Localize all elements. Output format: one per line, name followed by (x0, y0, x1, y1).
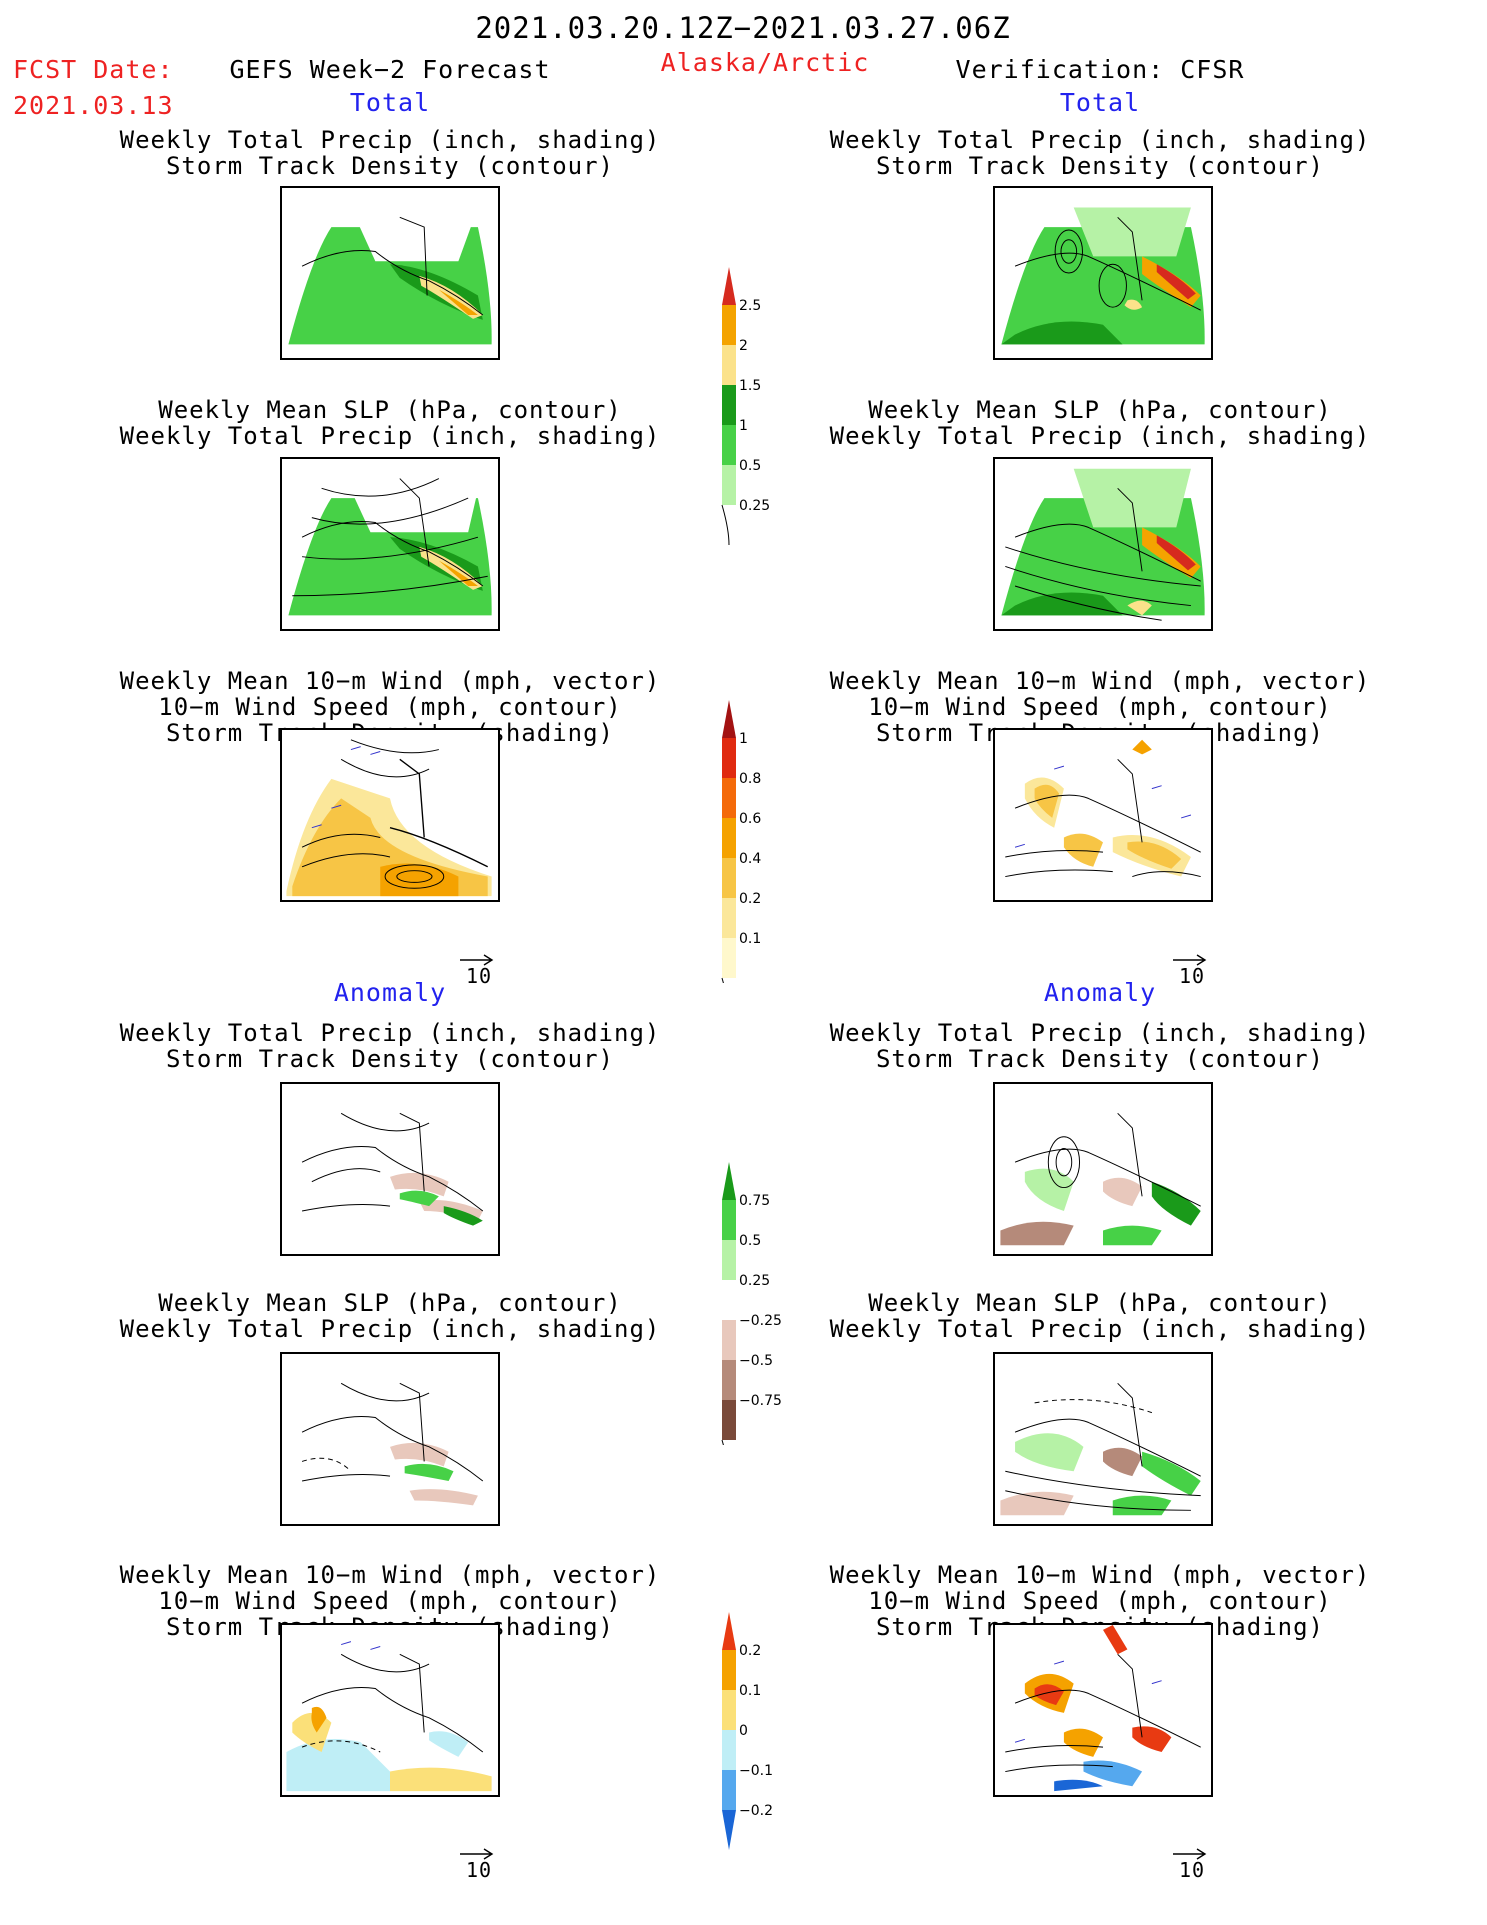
fcst-date-value: 2021.03.13 (13, 91, 174, 120)
map-anomaly-slp-cfsr (993, 1352, 1213, 1526)
colorbar-segment (722, 345, 736, 385)
reference-vector-label: 10 (1179, 964, 1206, 988)
panel-title: Weekly Mean SLP (hPa, contour) Weekly Tot… (829, 396, 1371, 450)
colorbar-segment (722, 778, 736, 818)
colorbar-tail (721, 977, 724, 983)
colorbar-anomaly-storm-density: 0.2 0.1 0 −0.1 −0.2 (722, 1612, 773, 1850)
colorbar-segment (722, 858, 736, 898)
colorbar-segment (722, 1162, 736, 1200)
colorbar-tick-label: 2 (739, 338, 748, 354)
colorbar-tick-label: 0.4 (739, 851, 761, 867)
map-total-precip-cfsr (993, 186, 1213, 360)
reference-vector-label: 10 (466, 964, 493, 988)
map-anomaly-slp-gefs (280, 1352, 500, 1526)
reference-vector-label: 10 (1179, 1858, 1206, 1882)
colorbar-segment (722, 1400, 736, 1440)
colorbar-segment (722, 898, 736, 938)
panel-title: Weekly Mean SLP (hPa, contour) Weekly Tot… (119, 1289, 661, 1343)
map-total-wind-cfsr (993, 728, 1213, 902)
colorbar-segment (722, 1200, 736, 1240)
colorbar-segment (722, 1320, 736, 1360)
panel-title: Weekly Total Precip (inch, shading) Storm… (119, 1019, 661, 1073)
map-anomaly-wind-gefs (280, 1623, 500, 1797)
colorbar-tick-label: −0.25 (739, 1313, 782, 1329)
colorbar-tick-label: 2.5 (739, 298, 761, 314)
colorbar-segment (722, 1612, 736, 1650)
panel-title: Weekly Total Precip (inch, shading) Storm… (829, 1019, 1371, 1073)
colorbar-tick-label: −0.5 (739, 1353, 773, 1369)
colorbar-tail (721, 1439, 724, 1445)
panel-title: Weekly Mean SLP (hPa, contour) Weekly Tot… (829, 1289, 1371, 1343)
region-title: Alaska/Arctic (660, 48, 870, 77)
date-range-title: 2021.03.20.12Z−2021.03.27.06Z (475, 11, 1011, 45)
colorbar-tick-label: 0 (739, 1723, 748, 1739)
colorbar-segment (722, 1650, 736, 1690)
colorbar-segment (722, 465, 736, 505)
colorbar-tick-label: 0.75 (739, 1193, 770, 1209)
reference-vector-arrow (1169, 953, 1229, 993)
colorbar-tick-label: 0.1 (739, 1683, 761, 1699)
colorbar-segment (722, 1810, 736, 1850)
colorbar-tick-label: 0.5 (739, 1233, 761, 1249)
colorbar-segment (722, 267, 736, 305)
colorbar-segment (722, 305, 736, 345)
map-total-wind-gefs (280, 728, 500, 902)
colorbar-tick-label: 0.1 (739, 931, 761, 947)
map-anomaly-wind-cfsr (993, 1623, 1213, 1797)
colorbar-tick-label: 0.25 (739, 1273, 770, 1289)
colorbar-tick-label: −0.1 (739, 1763, 773, 1779)
colorbar-segment (722, 1360, 736, 1400)
map-total-slp-gefs (280, 457, 500, 631)
colorbar-total-precip: 2.5 2 1.5 1 0.5 0.25 (721, 267, 770, 546)
colorbar-segment (722, 818, 736, 858)
reference-vector-arrow (1169, 1847, 1229, 1887)
map-total-slp-cfsr (993, 457, 1213, 631)
colorbar-segment (722, 425, 736, 465)
map-total-precip-gefs (280, 186, 500, 360)
map-anomaly-precip-gefs (280, 1082, 500, 1256)
colorbar-segment (722, 1730, 736, 1770)
colorbar-anomaly-precip: 0.75 0.5 0.25 −0.25 −0.5 −0.75 (721, 1162, 782, 1445)
colorbar-tick-label: −0.2 (739, 1803, 773, 1819)
colorbar-tick-label: 0.6 (739, 811, 761, 827)
colorbar-segment (722, 938, 736, 978)
reference-vector-label: 10 (466, 1858, 493, 1882)
colorbar-segment (722, 700, 736, 738)
colorbar-tick-label: 0.2 (739, 1643, 761, 1659)
fcst-date-label: FCST Date: (13, 55, 174, 84)
colorbar-tick-label: 1.5 (739, 378, 761, 394)
total-label-right: Total (1059, 88, 1141, 117)
colorbar-total-storm-density: 1 0.8 0.6 0.4 0.2 0.1 (721, 700, 761, 983)
colorbar-tick-label: 1 (739, 418, 748, 434)
colorbar-tick-label: −0.75 (739, 1393, 782, 1409)
colorbar-tail (721, 504, 730, 546)
colorbar-segment (722, 1280, 736, 1320)
colorbar-tick-label: 1 (739, 731, 748, 747)
panel-title: Weekly Total Precip (inch, shading) Storm… (829, 126, 1371, 180)
anomaly-label-left: Anomaly (333, 978, 447, 1007)
verification-title: Verification: CFSR (955, 55, 1245, 84)
total-label-left: Total (349, 88, 431, 117)
colorbar-tick-label: 0.2 (739, 891, 761, 907)
colorbar-segment (722, 1240, 736, 1280)
reference-vector-arrow (456, 953, 516, 993)
reference-vector-arrow (456, 1847, 516, 1887)
model-title: GEFS Week−2 Forecast (229, 55, 551, 84)
colorbar-segment (722, 385, 736, 425)
panel-title: Weekly Total Precip (inch, shading) Storm… (119, 126, 661, 180)
colorbar-tick-label: 0.8 (739, 771, 761, 787)
colorbar-tick-label: 0.25 (739, 498, 770, 514)
colorbar-tick-label: 0.5 (739, 458, 761, 474)
colorbar-segment (722, 1770, 736, 1810)
map-anomaly-precip-cfsr (993, 1082, 1213, 1256)
colorbar-segment (722, 1690, 736, 1730)
anomaly-label-right: Anomaly (1043, 978, 1157, 1007)
panel-title: Weekly Mean SLP (hPa, contour) Weekly Tot… (119, 396, 661, 450)
colorbar-segment (722, 738, 736, 778)
